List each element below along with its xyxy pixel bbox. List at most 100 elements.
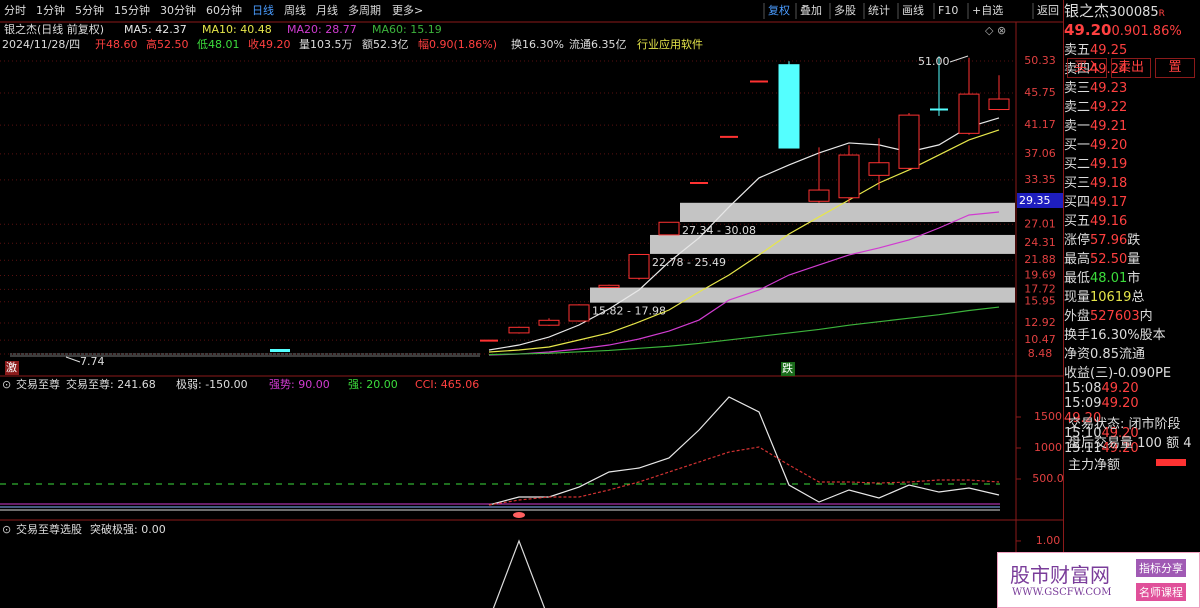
period-tab[interactable]: 60分钟 [206,3,242,17]
indicator-legend: 极弱: -150.00 [176,377,248,391]
price: 49.20 [1064,21,1112,39]
y-tick-label: 41.17 [1024,118,1056,131]
fin-value: 16.30% [1090,328,1140,343]
candle-body [898,114,920,169]
book-label: 买四 [1064,195,1091,210]
y-tick-label: 8.48 [1028,347,1053,360]
book-label: 买二 [1064,157,1091,172]
y-tick-label: 10.47 [1024,333,1056,346]
book-label: 卖二 [1064,100,1091,115]
row: 卖四49.24 [1064,58,1200,77]
quote-info: 换16.30% [511,37,564,51]
quote-info: 收49.20 [248,37,291,51]
row: 卖五49.25 [1064,39,1200,58]
book-label: 买五 [1064,214,1091,229]
panel-icons[interactable]: ◇ ⊗ [985,24,1006,37]
tool-button[interactable]: 统计 [868,4,890,17]
quote-info: 量103.5万 [299,38,353,51]
high-note: 51.00 [918,55,950,68]
stat-value: 48.01 [1090,271,1128,286]
ma-line [488,211,1000,356]
fin-label: 股本 [1139,328,1166,343]
fin-value: -0.090 [1113,366,1156,381]
y-tick-label: 500.0 [1032,472,1063,485]
chart-title: 银之杰(日线 前复权) [4,22,104,36]
ma-label: MA10: 40.48 [202,23,272,36]
tool-button[interactable]: 画线 [902,3,924,17]
y-tick-label: 17.72 [1024,282,1056,295]
period-tab[interactable]: 15分钟 [114,3,150,17]
watermark-tag: 指标分享 [1136,559,1186,577]
book-price: 49.20 [1090,138,1128,153]
tool-button[interactable]: F10 [938,4,958,17]
tick-price: 49.20 [1101,426,1139,441]
stat-label: 总 [1131,290,1145,305]
trade-button[interactable]: 买入 [1067,58,1107,78]
period-tab[interactable]: 5分钟 [75,3,104,17]
tool-button[interactable]: 复权 [768,3,790,17]
candle-body [628,253,650,279]
pct: 1.86% [1140,24,1182,39]
tool-button[interactable]: 返回 [1037,4,1059,17]
tool-button[interactable]: 叠加 [800,4,822,17]
book-price: 49.16 [1090,214,1128,229]
quote-panel: 银之杰300085R 49.200.901.86% 买入 卖出置卖五49.25 卖四49… [1063,0,1200,608]
tick-price: 49.20 [1064,411,1102,426]
candle-body [988,98,1010,111]
candle-body [598,284,620,288]
cursor-price-box [1017,193,1063,208]
y-tick-label: 1.00 [1036,534,1061,547]
y-tick-label: 45.75 [1024,86,1056,99]
y-tick-label: 50.33 [1024,54,1056,67]
panel-icon: ⊙ [2,378,11,391]
tool-button[interactable]: +自选 [972,4,1003,17]
sell-mark-box [781,362,795,376]
ma-label: MA20: 28.77 [287,23,357,36]
period-tab[interactable]: 分时 [4,4,26,17]
y-tick-label: 33.35 [1024,173,1056,186]
candle-body [778,64,800,149]
period-tab[interactable]: 30分钟 [160,3,196,17]
row: 买三49.18 [1064,172,1200,191]
y-tick-label: 27.01 [1024,217,1056,230]
stock-name: 银之杰 [1064,2,1110,20]
tick-time: 15:09 [1064,396,1102,411]
period-tab[interactable]: 周线 [284,3,306,17]
after-hours: 盘后交易量 100 额 4 [1068,436,1192,451]
row: 买一49.20 [1064,134,1200,153]
watermark-url: WWW.GSCFW.COM [1012,587,1112,598]
stat-label: 量 [1127,252,1141,267]
stat-label: 现量 [1064,290,1091,305]
trade-button[interactable]: 卖出 [1111,58,1151,78]
period-tab[interactable]: 月线 [316,3,338,17]
quote-info: 行业应用软件 [637,37,703,51]
row: 49.20 [1064,411,1200,426]
indicator-title: 交易至尊 [16,377,60,391]
row: 买五49.16 [1064,210,1200,229]
book-price: 49.21 [1090,119,1128,134]
stat-label: 最高 [1064,252,1091,267]
stat-value: 52.50 [1090,252,1128,267]
row: 15:1149.20 [1064,441,1200,456]
row: 涨停57.96跌 [1064,229,1200,248]
tick-time: 15:10 [1064,426,1102,441]
quote-info: 低48.01 [197,38,240,51]
gap-zone [590,287,1015,303]
fin-label: PE [1155,366,1172,381]
period-tab[interactable]: 日线 [252,3,274,17]
row: 收益(三)-0.090PE [1064,362,1200,381]
row: 买二49.19 [1064,153,1200,172]
buy-mark: 激 [6,360,17,374]
cursor-price: 29.35 [1019,194,1051,207]
period-tab[interactable]: 1分钟 [36,3,65,17]
candle-body [868,162,890,176]
tick-price: 49.20 [1101,381,1139,396]
book-label: 卖一 [1064,119,1091,134]
row: 外盘527603内 [1064,305,1200,324]
period-tab[interactable]: 更多> [392,3,423,17]
fin-label: 流通 [1118,347,1145,362]
candle-body [958,93,980,134]
period-tab[interactable]: 多周期 [348,3,381,17]
tool-button[interactable]: 多股 [834,3,856,17]
trade-button[interactable]: 置 [1155,58,1195,78]
